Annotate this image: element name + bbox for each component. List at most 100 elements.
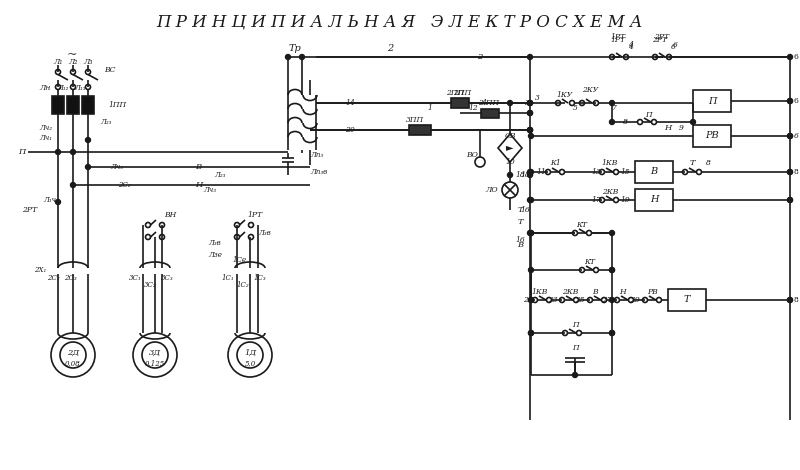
Circle shape xyxy=(286,55,290,60)
Bar xyxy=(635,189,673,211)
Text: 23: 23 xyxy=(548,296,558,304)
Circle shape xyxy=(70,149,75,155)
Text: Лч₃: Лч₃ xyxy=(110,163,123,171)
Text: Л₁ч: Л₁ч xyxy=(43,196,57,204)
Text: П: П xyxy=(708,96,716,105)
Text: 13: 13 xyxy=(591,168,601,176)
Circle shape xyxy=(529,197,534,203)
Text: КТ: КТ xyxy=(577,221,587,229)
Circle shape xyxy=(787,197,793,203)
Circle shape xyxy=(610,101,614,105)
Text: 1КВ: 1КВ xyxy=(602,159,618,167)
Text: 6: 6 xyxy=(794,97,799,105)
Circle shape xyxy=(527,101,533,105)
Circle shape xyxy=(529,133,534,139)
Bar xyxy=(409,125,431,135)
Text: Л₃: Л₃ xyxy=(83,58,93,66)
Circle shape xyxy=(690,119,695,125)
Text: Лч₃: Лч₃ xyxy=(203,186,217,194)
Text: 1РТ: 1РТ xyxy=(610,33,626,41)
Text: 3С₃: 3С₃ xyxy=(161,274,174,282)
Text: 4ПП: 4ПП xyxy=(481,99,499,107)
Bar xyxy=(52,96,64,114)
Text: 18: 18 xyxy=(520,171,530,179)
Text: Н: Н xyxy=(664,124,672,132)
Text: 1ПП: 1ПП xyxy=(108,101,126,109)
Text: Л₂: Л₂ xyxy=(68,58,78,66)
Circle shape xyxy=(55,199,61,204)
Text: 1Д: 1Д xyxy=(244,349,256,357)
Circle shape xyxy=(787,55,793,60)
Text: 0,08: 0,08 xyxy=(65,359,81,367)
Circle shape xyxy=(787,197,793,203)
Text: Н: Н xyxy=(618,288,626,296)
Bar xyxy=(67,96,79,114)
Text: 2Х₁: 2Х₁ xyxy=(34,266,46,274)
Text: 2РТ: 2РТ xyxy=(22,206,38,214)
Circle shape xyxy=(610,267,614,273)
Text: 3С₂: 3С₂ xyxy=(144,281,156,289)
Text: П: П xyxy=(572,344,578,352)
Circle shape xyxy=(527,127,533,133)
Text: 2: 2 xyxy=(478,99,482,107)
Text: 5,0: 5,0 xyxy=(244,359,256,367)
Text: 2КВ: 2КВ xyxy=(562,288,578,296)
Circle shape xyxy=(507,172,513,178)
Text: 3: 3 xyxy=(534,94,539,102)
Text: 2РТ: 2РТ xyxy=(654,33,670,41)
Circle shape xyxy=(527,110,533,116)
Circle shape xyxy=(787,133,793,139)
Text: 6: 6 xyxy=(794,132,799,140)
Text: ЛО: ЛО xyxy=(486,186,498,194)
Text: 2: 2 xyxy=(478,53,482,61)
Circle shape xyxy=(86,164,90,170)
Text: ВН: ВН xyxy=(164,211,176,219)
Circle shape xyxy=(527,197,533,203)
Circle shape xyxy=(529,330,534,336)
Text: 6: 6 xyxy=(670,43,675,51)
Text: 14: 14 xyxy=(345,99,355,107)
Text: 1С₁: 1С₁ xyxy=(222,274,234,282)
Text: 3С₁: 3С₁ xyxy=(129,274,142,282)
Circle shape xyxy=(787,99,793,103)
Text: П Р И Н Ц И П И А Л Ь Н А Я   Э Л Е К Т Р О С Х Е М А: П Р И Н Ц И П И А Л Ь Н А Я Э Л Е К Т Р … xyxy=(157,14,643,31)
Text: ~: ~ xyxy=(66,48,78,62)
Text: Л₃в: Л₃в xyxy=(209,239,222,247)
Text: СВ: СВ xyxy=(504,132,516,140)
Text: 6: 6 xyxy=(794,53,799,61)
Circle shape xyxy=(610,119,614,125)
Bar xyxy=(693,125,731,147)
Text: 17: 17 xyxy=(591,196,601,204)
Text: 15: 15 xyxy=(620,168,630,176)
Circle shape xyxy=(527,230,533,235)
Circle shape xyxy=(529,298,534,303)
Text: 29: 29 xyxy=(630,296,640,304)
Circle shape xyxy=(787,133,793,139)
Circle shape xyxy=(787,170,793,174)
Text: 18: 18 xyxy=(515,171,525,179)
Text: 19: 19 xyxy=(620,196,630,204)
Bar xyxy=(693,90,731,112)
Text: Т: Т xyxy=(517,206,523,214)
Text: Лч₂: Лч₂ xyxy=(39,124,53,132)
Text: 8: 8 xyxy=(794,296,799,304)
Text: 2С₂: 2С₂ xyxy=(118,181,130,189)
Text: КТ: КТ xyxy=(585,258,595,266)
Text: Лп₃: Лп₃ xyxy=(310,151,323,159)
Circle shape xyxy=(610,330,614,336)
Text: Л₃в: Л₃в xyxy=(258,229,270,237)
Circle shape xyxy=(527,55,533,60)
Circle shape xyxy=(610,267,614,273)
Bar xyxy=(82,96,94,114)
Bar xyxy=(481,109,499,118)
Circle shape xyxy=(529,170,534,174)
Circle shape xyxy=(527,101,533,105)
Text: 8: 8 xyxy=(706,159,710,167)
Text: 4: 4 xyxy=(627,43,633,51)
Text: Л₁: Л₁ xyxy=(54,58,62,66)
Circle shape xyxy=(527,172,533,178)
Circle shape xyxy=(86,138,90,142)
Text: В: В xyxy=(195,163,201,171)
Text: П: П xyxy=(18,148,26,156)
Text: 2Д: 2Д xyxy=(67,349,79,357)
